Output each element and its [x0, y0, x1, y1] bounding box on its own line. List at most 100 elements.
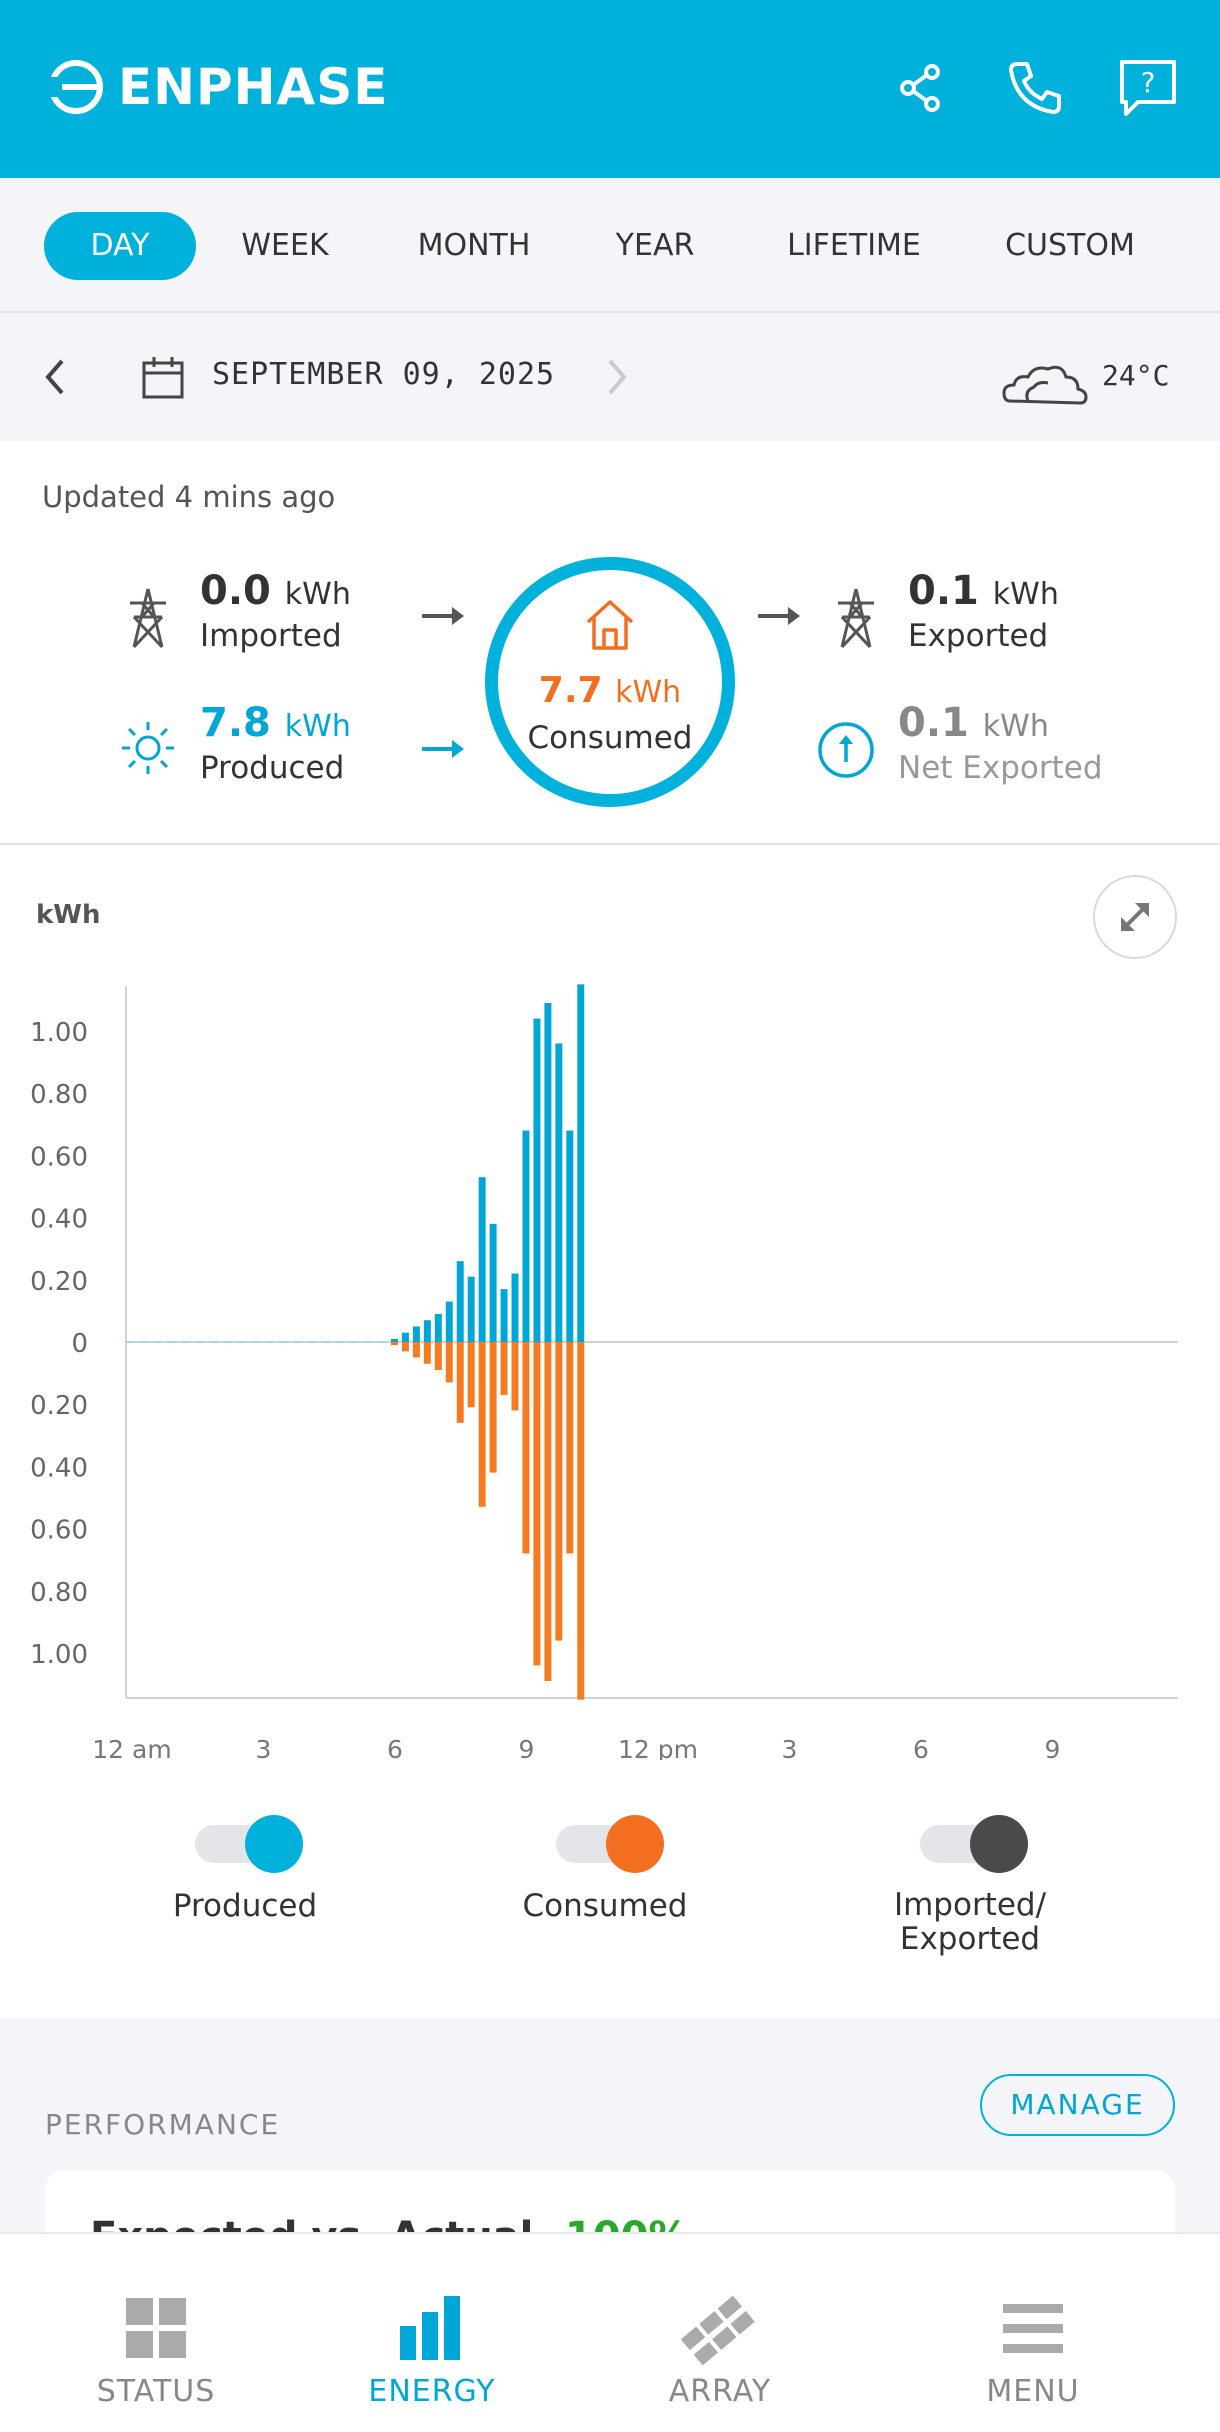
consumed-bar — [456, 1342, 464, 1423]
chevron-left-icon[interactable] — [38, 355, 74, 399]
produced-bar — [544, 1003, 552, 1342]
y-tick-label: 0.40 — [30, 1205, 88, 1235]
net-export-up-icon — [818, 722, 874, 778]
share-icon[interactable] — [888, 56, 952, 120]
x-tick-label: 6 — [387, 1735, 403, 1760]
nav-energy[interactable]: ENERGY — [312, 2234, 552, 2432]
tab-lifetime[interactable]: LIFETIME — [787, 228, 921, 263]
consumed-toggle[interactable] — [556, 1815, 666, 1873]
y-tick-label: 0.20 — [30, 1391, 88, 1421]
produced-toggle[interactable] — [195, 1815, 305, 1873]
produced-bar — [555, 1043, 563, 1342]
menu-icon — [1003, 2304, 1063, 2353]
arrow-right-icon — [422, 607, 464, 625]
x-tick-label: 12 pm — [618, 1735, 698, 1760]
performance-title: PERFORMANCE — [45, 2108, 281, 2141]
consumed-bar — [445, 1342, 453, 1383]
chart-y-unit: kWh — [36, 900, 101, 930]
grid-tower-icon — [838, 588, 874, 649]
produced-bar — [434, 1314, 442, 1342]
consumed-bar — [533, 1342, 541, 1666]
produced-bar — [423, 1320, 431, 1342]
y-tick-label: 0.80 — [30, 1578, 88, 1608]
consumed-bar — [566, 1342, 574, 1554]
consumed-bar — [412, 1342, 420, 1358]
net-unit: kWh — [982, 709, 1049, 744]
tab-year[interactable]: YEAR — [615, 228, 695, 263]
energy-chart: 1.00 0.80 0.60 0.40 0.20 0 0.20 0.40 0.60 0.80 1.0… — [30, 984, 1178, 1760]
consumed-bar — [522, 1342, 530, 1554]
section-divider — [0, 843, 1220, 845]
consumed-circle: 7.7 kWh Consumed — [485, 557, 735, 807]
enphase-logo-icon — [48, 60, 103, 114]
phone-icon[interactable] — [1003, 56, 1067, 120]
manage-button[interactable]: MANAGE — [980, 2074, 1175, 2136]
consumed-legend-label: Consumed — [522, 1888, 688, 1924]
consumed-bar — [467, 1342, 475, 1408]
cloud-icon — [1002, 365, 1088, 405]
tab-week[interactable]: WEEK — [241, 228, 329, 263]
nav-menu[interactable]: MENU — [913, 2234, 1153, 2432]
y-tick-label: 0 — [71, 1329, 88, 1359]
selected-date[interactable]: SEPTEMBER 09, 2025 — [212, 357, 556, 392]
house-icon — [586, 600, 634, 650]
exported-number: 0.1 — [908, 568, 979, 614]
produced-number: 7.8 — [200, 700, 271, 746]
toggle-knob — [245, 1815, 303, 1873]
produced-bar — [533, 1018, 541, 1342]
legend-line-1: Imported/ — [893, 1887, 1047, 1923]
y-tick-label: 0.60 — [30, 1142, 88, 1172]
expand-chart-button[interactable] — [1093, 875, 1177, 959]
y-tick-label: 0.20 — [30, 1267, 88, 1297]
date-bar: SEPTEMBER 09, 2025 24°C — [0, 313, 1220, 441]
arrow-right-icon — [758, 607, 800, 625]
exported-label: Exported — [908, 618, 1049, 654]
chevron-right-icon[interactable] — [600, 355, 636, 399]
produced-bar — [456, 1261, 464, 1342]
brand-name: ENPHASE — [118, 58, 389, 116]
consumed-bar — [544, 1342, 552, 1681]
net-exported-value: 0.1 kWh — [898, 700, 1049, 746]
expand-icon — [1121, 903, 1149, 931]
calendar-icon[interactable] — [140, 355, 186, 401]
y-tick-label: 1.00 — [30, 1640, 88, 1670]
help-icon[interactable]: ? — [1116, 56, 1180, 120]
produced-bar — [401, 1332, 409, 1342]
produced-bar — [511, 1273, 519, 1342]
period-tabs: DAY WEEK MONTH YEAR LIFETIME CUSTOM — [0, 178, 1220, 313]
tab-month[interactable]: MONTH — [417, 228, 531, 263]
nav-array[interactable]: ARRAY — [600, 2234, 840, 2432]
grid-tower-icon — [130, 588, 166, 649]
toggle-knob — [606, 1815, 664, 1873]
produced-bar — [577, 984, 585, 1342]
produced-value: 7.8 kWh — [200, 700, 351, 746]
consumed-bar — [511, 1342, 519, 1411]
imported-exported-toggle[interactable] — [920, 1815, 1030, 1873]
tab-custom[interactable]: CUSTOM — [1005, 228, 1135, 263]
consumed-bar — [489, 1342, 497, 1473]
imported-value: 0.0 kWh — [200, 568, 351, 614]
status-grid-icon — [126, 2298, 186, 2358]
x-tick-label: 3 — [256, 1735, 272, 1760]
updated-text: Updated 4 mins ago — [42, 480, 336, 514]
nav-status[interactable]: STATUS — [36, 2234, 276, 2432]
x-tick-label: 12 am — [92, 1735, 171, 1760]
y-tick-label: 0.40 — [30, 1453, 88, 1483]
arrow-right-icon — [422, 740, 464, 758]
tab-day[interactable]: DAY — [44, 212, 196, 280]
toggle-knob — [970, 1815, 1028, 1873]
consumed-bar — [391, 1342, 398, 1346]
nav-array-label: ARRAY — [668, 2374, 772, 2409]
sun-icon — [122, 722, 174, 774]
consumed-bar — [434, 1342, 442, 1370]
imported-number: 0.0 — [200, 568, 271, 614]
x-tick-label: 9 — [519, 1735, 535, 1760]
produced-legend-label: Produced — [172, 1888, 318, 1924]
enphase-logo: ENPHASE — [48, 58, 388, 116]
produced-bar — [522, 1130, 530, 1342]
imported-label: Imported — [200, 618, 342, 654]
net-number: 0.1 — [898, 700, 969, 746]
consumed-value: 7.7 kWh — [498, 670, 722, 711]
x-tick-label: 6 — [913, 1735, 929, 1760]
produced-bar — [566, 1130, 574, 1342]
